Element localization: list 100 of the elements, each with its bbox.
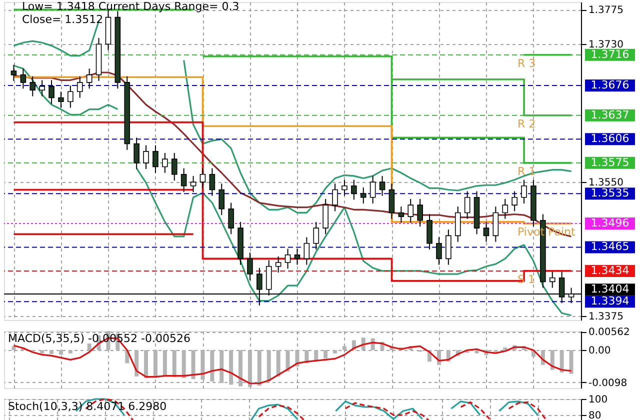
candlestick <box>549 271 556 288</box>
candlestick <box>483 221 490 242</box>
candlestick <box>200 168 206 189</box>
bar <box>58 350 63 355</box>
candlestick <box>275 256 282 273</box>
candlestick <box>134 137 140 170</box>
candlestick <box>398 206 404 224</box>
candlestick <box>360 186 366 204</box>
y-tick-label: 0.00562 <box>588 327 630 338</box>
candlestick <box>228 202 234 235</box>
y-tick-label: -0.0098 <box>588 378 628 389</box>
bar <box>238 350 243 386</box>
candlestick <box>247 252 253 281</box>
candlestick <box>379 175 386 196</box>
bar <box>257 350 262 386</box>
ref-line-label: 1.3465 <box>590 240 630 254</box>
candlestick <box>294 248 300 266</box>
candlestick <box>370 175 376 204</box>
bar <box>314 350 318 361</box>
y-tick-label: 1.3775 <box>588 5 624 16</box>
bar <box>220 350 224 384</box>
bar <box>87 344 92 350</box>
ref-line-label: 1.3496 <box>590 216 630 230</box>
ref-line-label: 1.3637 <box>590 108 630 122</box>
candlestick <box>48 80 54 104</box>
candlestick <box>332 183 338 212</box>
ref-line-label: 1.3394 <box>590 294 630 308</box>
candlestick <box>454 206 461 242</box>
candlestick <box>492 206 499 242</box>
bar <box>12 346 16 350</box>
candlestick <box>171 152 178 182</box>
candlestick <box>313 221 320 250</box>
y-tick-label: 0.00 <box>588 346 611 357</box>
bar <box>50 350 54 354</box>
candlestick <box>39 80 45 97</box>
bar <box>550 350 554 370</box>
candlestick <box>342 179 348 196</box>
bar <box>324 350 328 358</box>
bar <box>153 350 158 378</box>
ref-line-label: 1.3676 <box>590 78 630 92</box>
candlestick <box>436 236 442 266</box>
y-tick-label: 1.3550 <box>588 178 624 189</box>
bar <box>40 350 44 354</box>
bar <box>182 350 186 378</box>
bar <box>560 350 564 373</box>
candlestick <box>512 190 518 212</box>
bar <box>474 350 479 354</box>
bar <box>569 350 574 374</box>
candlestick <box>446 229 452 266</box>
candlestick <box>152 144 158 174</box>
candlestick <box>190 175 196 193</box>
candlestick <box>76 76 83 98</box>
bar <box>68 350 72 354</box>
candlestick <box>408 198 414 224</box>
candlestick <box>322 198 328 235</box>
candlestick <box>30 76 36 97</box>
bar <box>248 350 252 388</box>
candlestick <box>58 91 64 108</box>
candlestick <box>86 68 92 90</box>
bar <box>191 350 196 380</box>
y-tick-label: 80 <box>588 410 602 420</box>
bar <box>333 350 338 354</box>
annotation: R 3 <box>518 56 536 70</box>
bar <box>210 350 214 382</box>
candlestick <box>162 152 168 174</box>
annotation: Close= 1.3512 <box>22 13 104 26</box>
ref-line-label: 1.3434 <box>590 264 630 277</box>
bar <box>200 350 205 380</box>
bar <box>276 350 280 376</box>
candlestick <box>521 179 527 204</box>
ref-line-label: 1.3535 <box>590 186 630 200</box>
candlestick <box>20 68 26 90</box>
candlestick <box>209 168 216 196</box>
chart-title: MACD(5,35,5) -0.00552 -0.00526 <box>8 332 190 345</box>
bar <box>162 350 167 376</box>
bar <box>229 350 234 385</box>
y-tick-label: 1.3375 <box>588 312 624 323</box>
ref-line-label: 1.3404 <box>590 282 630 296</box>
bar <box>266 350 271 382</box>
candlestick <box>351 179 357 200</box>
candlestick <box>284 248 291 270</box>
bar <box>342 346 346 350</box>
bar <box>144 350 148 378</box>
ref-line-label: 1.3575 <box>590 156 630 169</box>
bar <box>172 350 176 378</box>
bar <box>503 347 508 350</box>
candlestick <box>218 183 225 216</box>
candlestick <box>426 214 432 250</box>
annotation: R 2 <box>518 117 536 130</box>
candlestick <box>304 236 310 266</box>
candlestick <box>388 183 395 220</box>
candlestick <box>10 64 17 82</box>
candlestick <box>68 85 74 108</box>
candlestick <box>502 198 508 220</box>
ref-line-label: 1.3606 <box>590 132 630 146</box>
candlestick <box>464 190 470 220</box>
candlestick <box>143 144 149 170</box>
bar <box>286 350 290 372</box>
candlestick <box>417 198 423 228</box>
y-tick-label: 100 <box>588 394 608 406</box>
